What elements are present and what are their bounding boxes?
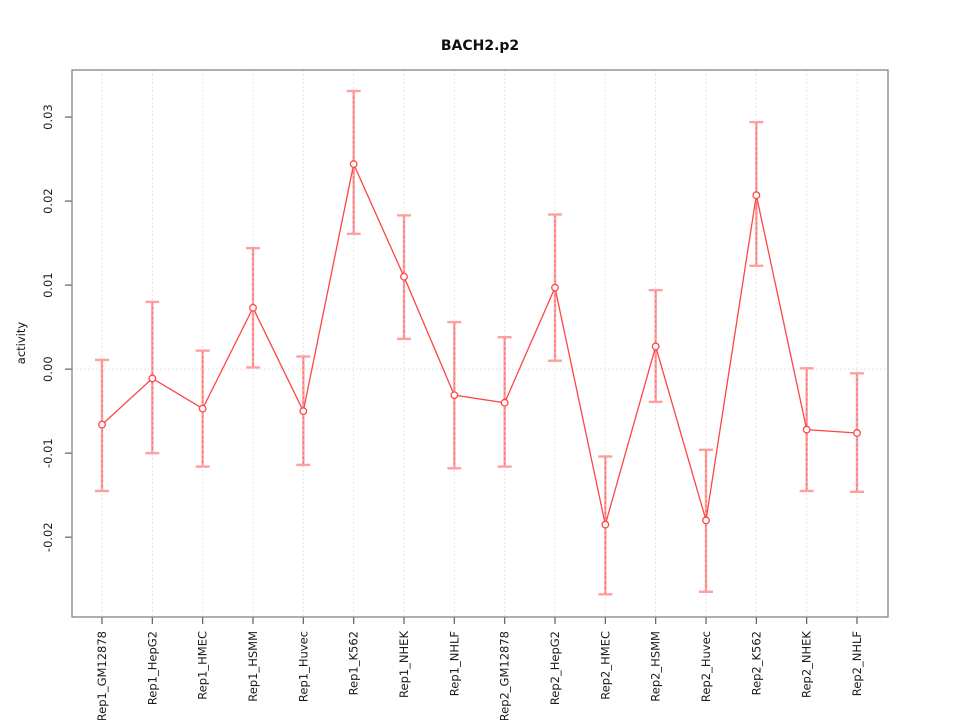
data-point-marker xyxy=(853,429,861,437)
plot-box xyxy=(71,69,889,618)
data-point-marker xyxy=(198,404,207,413)
y-tick-label: -0.01 xyxy=(41,438,55,468)
x-tick-label: Rep1_NHEK xyxy=(397,631,411,698)
x-tick-label: Rep1_HepG2 xyxy=(145,631,159,705)
y-tick-label: -0.02 xyxy=(41,522,55,552)
x-tick-label: Rep2_NHLF xyxy=(850,631,864,696)
x-tick-label: Rep1_K562 xyxy=(347,631,361,695)
data-point-marker xyxy=(752,191,761,200)
x-tick-label: Rep1_HSMM xyxy=(246,631,260,702)
series-line xyxy=(101,161,858,525)
data-point-marker xyxy=(148,374,157,383)
x-tick-label: Rep2_HMEC xyxy=(598,631,612,700)
x-tick-label: Rep1_Huvec xyxy=(296,631,310,702)
y-tick-label: 0.01 xyxy=(41,272,55,298)
data-point-marker xyxy=(702,516,710,525)
data-point-marker xyxy=(551,283,559,292)
data-point-marker xyxy=(802,425,811,434)
data-point-marker xyxy=(601,520,610,529)
y-tick-label: 0.03 xyxy=(41,104,55,130)
data-point-marker xyxy=(651,342,660,351)
data-point-marker xyxy=(450,391,459,400)
x-tick-label: Rep1_HMEC xyxy=(196,631,210,700)
data-point-marker xyxy=(400,272,408,281)
data-point-marker xyxy=(500,398,509,407)
y-tick-label: 0.00 xyxy=(41,356,55,382)
data-point-marker xyxy=(249,303,257,312)
y-tick-label: 0.02 xyxy=(41,188,55,214)
data-point-marker xyxy=(299,407,308,416)
x-tick-label: Rep2_K562 xyxy=(749,631,763,695)
x-tick-label: Rep2_Huvec xyxy=(699,631,713,702)
x-tick-label: Rep1_GM12878 xyxy=(95,631,109,720)
x-tick-label: Rep2_NHEK xyxy=(800,631,814,698)
x-tick-label: Rep2_HSMM xyxy=(649,631,663,702)
x-tick-label: Rep1_NHLF xyxy=(447,631,461,696)
data-point-marker xyxy=(98,420,106,429)
chart-title: BACH2.p2 xyxy=(440,38,520,54)
x-tick-label: Rep2_HepG2 xyxy=(548,631,562,705)
x-tick-label: Rep2_GM12878 xyxy=(498,631,512,720)
data-point-marker xyxy=(349,160,358,169)
